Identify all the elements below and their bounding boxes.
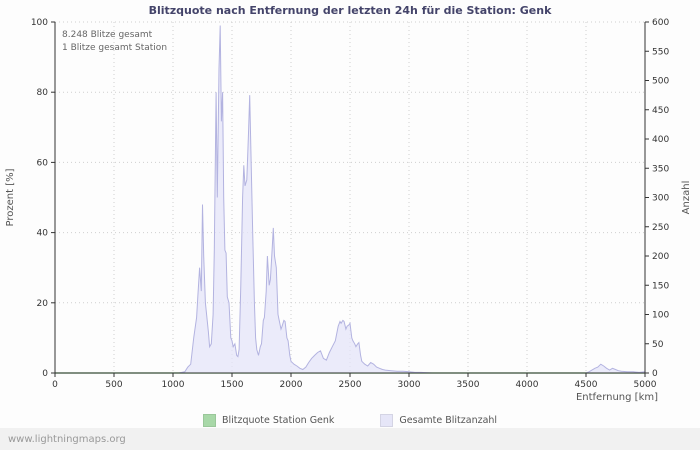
tick-label-bottom: 4000 bbox=[516, 380, 539, 390]
tick-label-left: 100 bbox=[31, 18, 48, 28]
tick-label-left: 40 bbox=[37, 229, 49, 239]
tick-label-bottom: 500 bbox=[105, 380, 122, 390]
tick-label-bottom: 0 bbox=[52, 380, 58, 390]
footer-site-link[interactable]: www.lightningmaps.org bbox=[8, 434, 126, 445]
tick-label-right: 50 bbox=[652, 340, 664, 350]
chart-legend: Blitzquote Station Genk Gesamte Blitzanz… bbox=[0, 412, 700, 428]
tick-label-right: 600 bbox=[652, 18, 669, 28]
tick-label-bottom: 4500 bbox=[575, 380, 598, 390]
legend-swatch-total-lavender bbox=[380, 413, 394, 427]
tick-label-right: 150 bbox=[652, 281, 669, 291]
legend-label-station: Blitzquote Station Genk bbox=[221, 414, 335, 426]
tick-label-right: 100 bbox=[652, 311, 669, 321]
tick-label-bottom: 5000 bbox=[634, 380, 657, 390]
tick-label-bottom: 2000 bbox=[280, 380, 303, 390]
tick-label-bottom: 2500 bbox=[339, 380, 362, 390]
tick-label-bottom: 1000 bbox=[162, 380, 185, 390]
series-total-lightning-area bbox=[55, 25, 646, 374]
tick-label-right: 550 bbox=[652, 47, 669, 57]
tick-label-right: 350 bbox=[652, 164, 669, 174]
legend-swatch-station-green bbox=[202, 413, 216, 427]
lightning-distance-chart: 0204060801000501001502002503003504004505… bbox=[5, 18, 692, 403]
tick-label-bottom: 3500 bbox=[457, 380, 480, 390]
tick-label-left: 80 bbox=[37, 88, 49, 98]
tick-label-right: 250 bbox=[652, 223, 669, 233]
tick-label-right: 200 bbox=[652, 252, 669, 262]
footer-band bbox=[0, 428, 700, 450]
annotation-total-strikes: 8.248 Blitze gesamt bbox=[62, 30, 153, 40]
tick-label-left: 60 bbox=[37, 158, 49, 168]
tick-label-bottom: 1500 bbox=[221, 380, 244, 390]
x-axis-label: Entfernung [km] bbox=[576, 392, 658, 403]
tick-label-right: 0 bbox=[652, 369, 658, 379]
y-axis-label-right: Anzahl bbox=[681, 181, 692, 215]
tick-label-left: 0 bbox=[42, 369, 48, 379]
y-axis-label-left: Prozent [%] bbox=[5, 168, 16, 226]
tick-label-right: 400 bbox=[652, 135, 669, 145]
legend-label-total: Gesamte Blitzanzahl bbox=[399, 414, 498, 426]
tick-label-right: 450 bbox=[652, 106, 669, 116]
chart-title: Blitzquote nach Entfernung der letzten 2… bbox=[148, 4, 552, 17]
tick-label-left: 20 bbox=[37, 299, 49, 309]
tick-label-bottom: 3000 bbox=[398, 380, 421, 390]
legend-item-total: Gesamte Blitzanzahl bbox=[380, 413, 498, 427]
annotation-station-strikes: 1 Blitze gesamt Station bbox=[62, 43, 168, 53]
tick-label-right: 500 bbox=[652, 77, 669, 87]
legend-item-station: Blitzquote Station Genk bbox=[202, 413, 335, 427]
tick-label-right: 300 bbox=[652, 194, 669, 204]
